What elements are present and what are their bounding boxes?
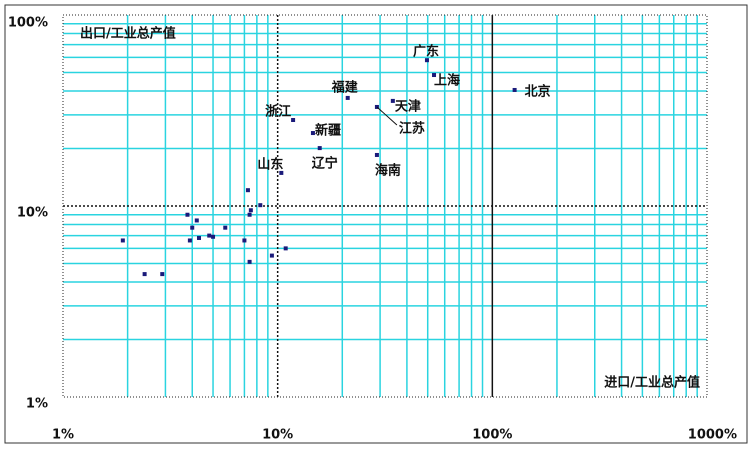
point [310, 131, 315, 136]
y-tick-label: 10% [17, 206, 48, 221]
point [242, 238, 247, 243]
point [245, 188, 250, 193]
point-label: 江苏 [399, 120, 425, 136]
point-label: 福建 [331, 79, 358, 95]
point [248, 208, 253, 213]
point-label: 海南 [375, 162, 401, 178]
point [247, 212, 252, 217]
point [142, 272, 147, 277]
point [194, 218, 199, 223]
point-label: 广东 [413, 44, 439, 60]
point-label: 山东 [257, 156, 283, 172]
point [185, 212, 190, 217]
point [247, 259, 252, 264]
point [424, 58, 429, 63]
point [390, 98, 395, 103]
point [291, 118, 296, 123]
point [317, 146, 322, 151]
point-label: 上海 [434, 73, 460, 89]
point [223, 225, 228, 230]
point-label: 天津 [395, 98, 421, 114]
point-label: 北京 [525, 83, 551, 99]
point [374, 152, 379, 157]
plot-border [62, 14, 708, 398]
point [207, 233, 212, 238]
point [120, 238, 125, 243]
point [279, 170, 284, 175]
point [196, 235, 201, 240]
x-tick-label: 1000% [688, 428, 737, 443]
x-axis-label: 进口/工业总产值 [604, 375, 700, 391]
point [269, 253, 274, 258]
x-tick-label: 10% [262, 428, 293, 443]
point [211, 234, 216, 239]
leader-line [376, 106, 398, 126]
point [283, 246, 288, 251]
point [512, 87, 517, 92]
point [432, 73, 437, 78]
point [258, 203, 263, 208]
point [190, 225, 195, 230]
y-axis-label: 出口/工业总产值 [80, 26, 176, 42]
point [345, 95, 350, 100]
point [160, 272, 165, 277]
point-label: 辽宁 [312, 156, 338, 172]
y-tick-label: 1% [26, 397, 48, 412]
y-tick-label: 100% [8, 16, 48, 31]
point-label: 新疆 [315, 123, 341, 139]
x-tick-label: 100% [472, 428, 512, 443]
point-label: 浙江 [265, 104, 291, 120]
point [187, 238, 192, 243]
x-tick-label: 1% [52, 428, 74, 443]
